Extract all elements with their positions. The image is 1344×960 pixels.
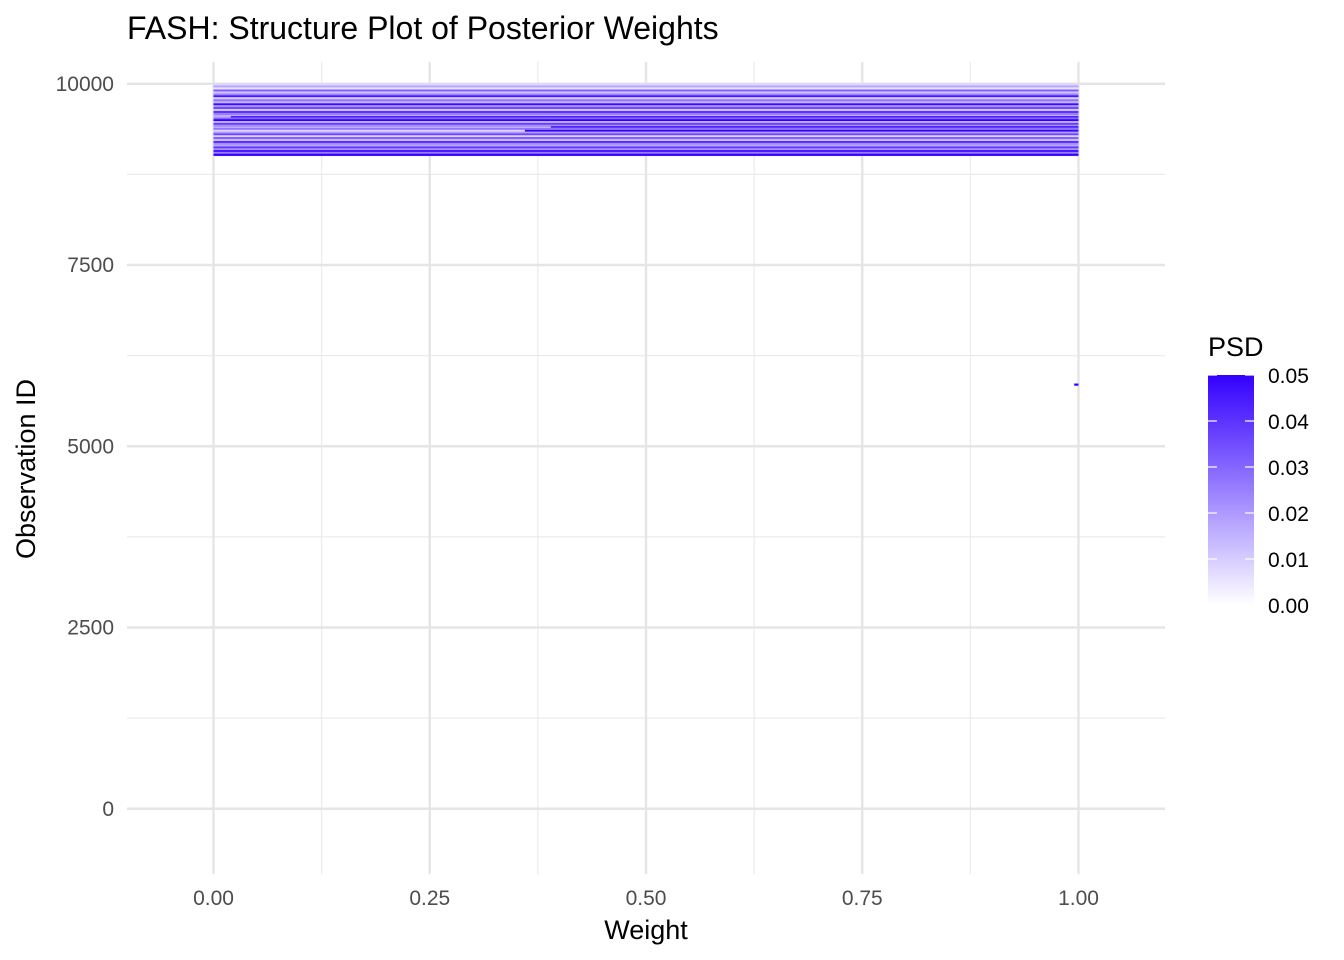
band [213,131,1079,134]
band [213,83,1079,86]
band [213,97,1079,100]
band [213,142,1079,146]
band [550,126,1079,129]
band [213,109,1079,112]
band [213,135,1079,138]
grid-major [127,62,1165,874]
x-tick-label: 0.25 [409,887,450,910]
band [213,137,1079,140]
y-tick-label: 7500 [67,254,114,277]
band [213,151,1079,155]
band [213,105,1079,108]
band [213,144,1079,147]
band [213,150,1079,153]
band [213,113,1079,116]
band [213,110,1079,114]
band [213,153,1079,156]
band [213,141,1079,144]
band [213,146,1079,149]
chart-title: FASH: Structure Plot of Posterior Weight… [127,10,719,46]
band [213,139,1079,142]
band [1074,383,1079,386]
legend-break-label: 0.03 [1268,457,1309,480]
band [213,95,1079,98]
legend-break-label: 0.02 [1268,503,1309,526]
band [524,129,1079,132]
band [213,99,1079,102]
legend-break-label: 0.04 [1268,411,1309,434]
legend-break-label: 0.00 [1268,595,1309,618]
band [213,85,1079,88]
y-tick-label: 10000 [56,73,114,96]
x-tick-label: 0.75 [842,887,883,910]
band [213,103,1079,106]
weight-bands [213,83,1079,386]
y-tick-label: 2500 [67,617,114,640]
band [213,87,1079,90]
band [213,101,1079,104]
band [213,106,1079,110]
y-axis-ticks: 0 2500 5000 7500 10000 [56,73,114,821]
band [213,119,1079,122]
band [213,133,1079,136]
y-tick-label: 5000 [67,435,114,458]
legend-title: PSD [1208,332,1264,362]
legend-break-label: 0.01 [1268,549,1309,572]
band [213,121,1079,124]
x-axis-ticks: 0.00 0.25 0.50 0.75 1.00 [193,887,1099,910]
band [213,117,1079,120]
legend-break-label: 0.05 [1268,365,1309,388]
band [213,91,1079,94]
y-axis-title: Observation ID [11,379,41,559]
band [213,124,1079,127]
legend: PSD 0.00 0.01 0.02 0.03 0.04 0.05 [1208,332,1309,618]
band [213,148,1079,151]
legend-colorbar [1208,375,1254,605]
legend-breaks: 0.00 0.01 0.02 0.03 0.04 0.05 [1208,365,1309,618]
band [213,89,1079,92]
band [230,116,1079,119]
band [213,127,1079,130]
x-tick-label: 1.00 [1058,887,1099,910]
x-tick-label: 0.50 [626,887,667,910]
y-tick-label: 0 [102,798,114,821]
x-axis-title: Weight [604,915,688,945]
band [213,122,1079,126]
x-tick-label: 0.00 [193,887,234,910]
band [213,93,1079,96]
